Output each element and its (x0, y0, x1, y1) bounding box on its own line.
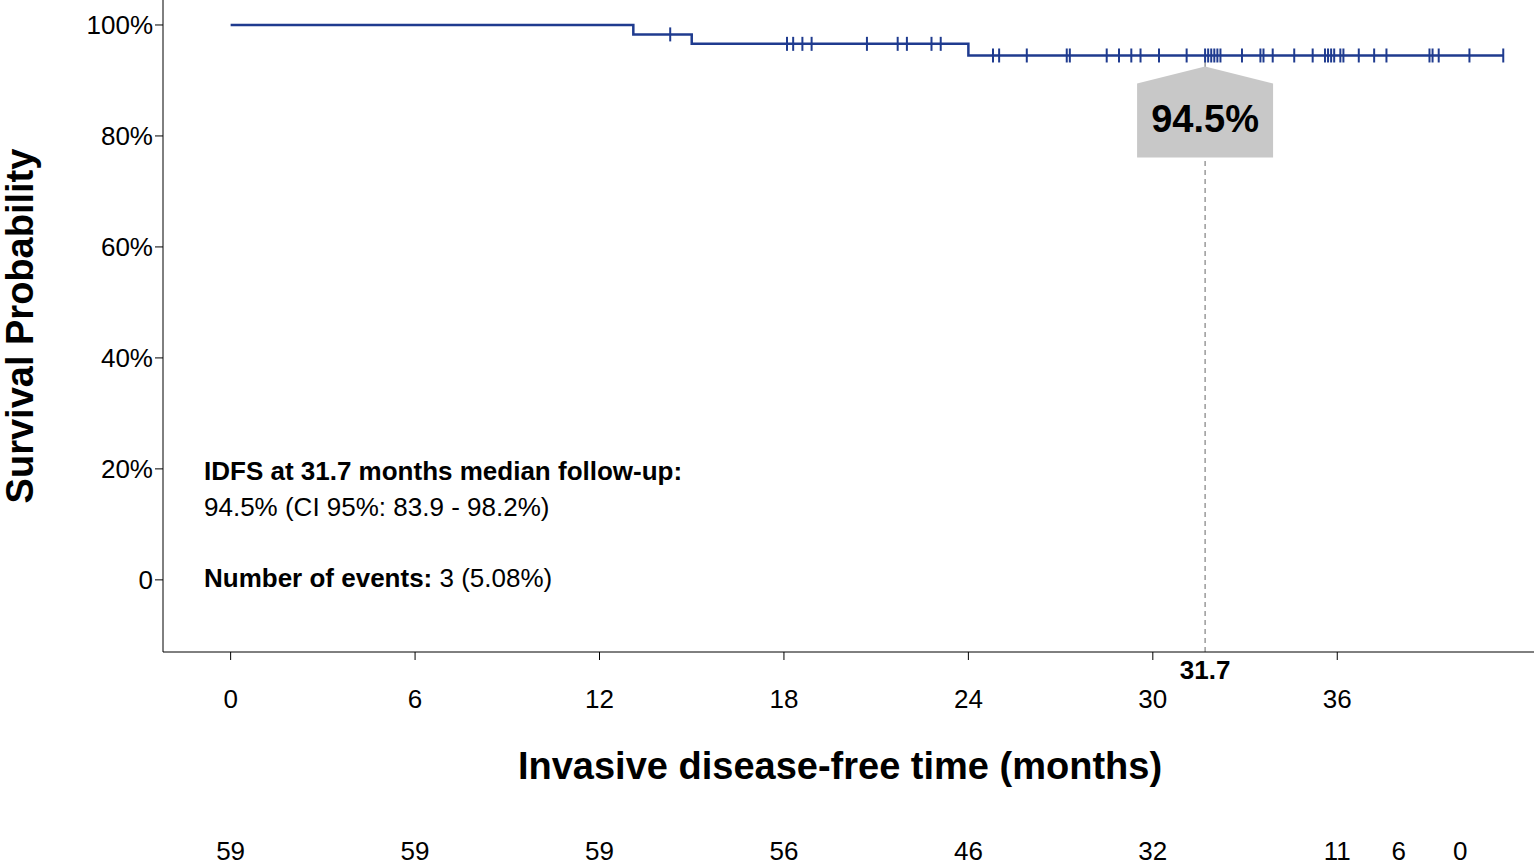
svg-text:Invasive disease-free time (mo: Invasive disease-free time (months) (518, 745, 1162, 787)
svg-text:94.5% (CI 95%: 83.9 - 98.2%): 94.5% (CI 95%: 83.9 - 98.2%) (204, 492, 549, 522)
svg-text:100%: 100% (87, 10, 154, 40)
svg-text:0: 0 (223, 684, 237, 714)
svg-text:11: 11 (1324, 836, 1351, 865)
svg-text:12: 12 (585, 684, 614, 714)
svg-text:80%: 80% (101, 121, 153, 151)
svg-text:46: 46 (954, 836, 983, 865)
svg-text:59: 59 (216, 836, 245, 865)
svg-text:IDFS at 31.7 months median fol: IDFS at 31.7 months median follow-up: (204, 456, 682, 486)
svg-text:0: 0 (1453, 836, 1467, 865)
svg-text:56: 56 (769, 836, 798, 865)
svg-text:40%: 40% (101, 343, 153, 373)
svg-text:60%: 60% (101, 232, 153, 262)
svg-text:59: 59 (401, 836, 430, 865)
svg-text:Number of events: 3 (5.08%): Number of events: 3 (5.08%) (204, 563, 552, 593)
svg-text:6: 6 (1392, 836, 1406, 865)
svg-text:Survival Probability: Survival Probability (8, 149, 41, 504)
svg-text:36: 36 (1323, 684, 1352, 714)
svg-text:59: 59 (585, 836, 614, 865)
svg-text:32: 32 (1138, 836, 1167, 865)
svg-text:94.5%: 94.5% (1151, 98, 1259, 140)
svg-text:0: 0 (139, 565, 153, 595)
svg-text:18: 18 (769, 684, 798, 714)
svg-text:20%: 20% (101, 454, 153, 484)
svg-text:24: 24 (954, 684, 983, 714)
svg-text:31.7: 31.7 (1180, 655, 1231, 685)
svg-text:6: 6 (408, 684, 422, 714)
svg-text:30: 30 (1138, 684, 1167, 714)
